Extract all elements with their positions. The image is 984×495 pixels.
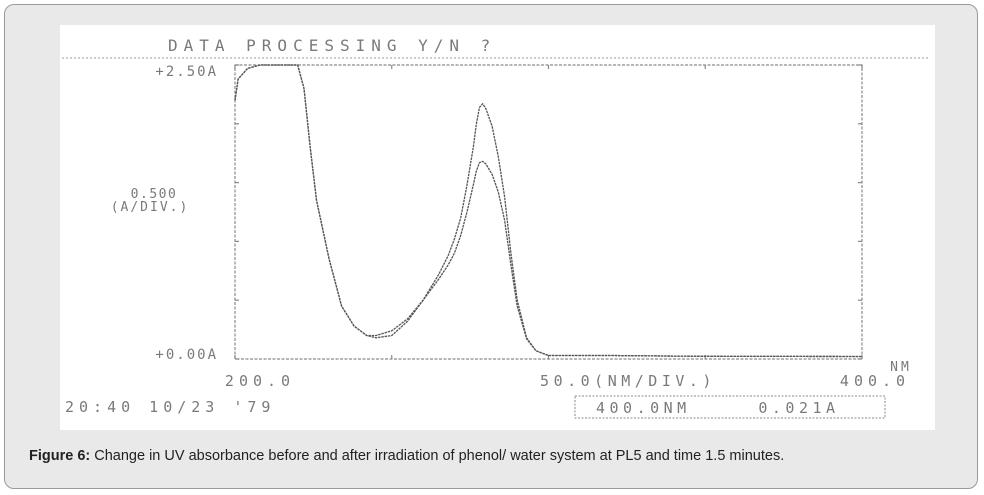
cursor-readout: 400.0NM 0.021A xyxy=(596,399,840,417)
y-top-label: +2.50A xyxy=(155,64,218,80)
axis-ticks xyxy=(234,64,863,360)
figure-caption: Figure 6: Change in UV absorbance before… xyxy=(29,448,784,464)
plot-frame xyxy=(234,64,863,360)
x-end-label: 400.0 xyxy=(840,372,910,390)
y-bottom-label: +0.00A xyxy=(155,347,218,363)
cursor-readout-box xyxy=(574,395,886,419)
caption-label: Figure 6: xyxy=(29,448,91,464)
spectrum-trace-2 xyxy=(234,64,863,358)
instrument-prompt: DATA PROCESSING Y/N ? xyxy=(168,36,496,55)
spectrum-trace-1 xyxy=(234,64,863,358)
y-scale-value: 0.500 xyxy=(131,187,178,202)
x-unit-label: NM xyxy=(890,360,912,375)
spectrum-chart: DATA PROCESSING Y/N ? +2.50A 0.500 (A/DI… xyxy=(62,36,930,419)
x-scale-label: 50.0(NM/DIV.) xyxy=(540,372,716,390)
caption-text: Change in UV absorbance before and after… xyxy=(90,448,785,464)
timestamp: 20:40 10/23 '79 xyxy=(65,398,275,416)
spectrum-figure: DATA PROCESSING Y/N ? +2.50A 0.500 (A/DI… xyxy=(60,25,935,430)
figure-card: DATA PROCESSING Y/N ? +2.50A 0.500 (A/DI… xyxy=(4,4,978,489)
x-start-label: 200.0 xyxy=(225,372,295,390)
y-scale-unit: (A/DIV.) xyxy=(111,200,190,215)
spectrum-traces xyxy=(234,64,863,358)
